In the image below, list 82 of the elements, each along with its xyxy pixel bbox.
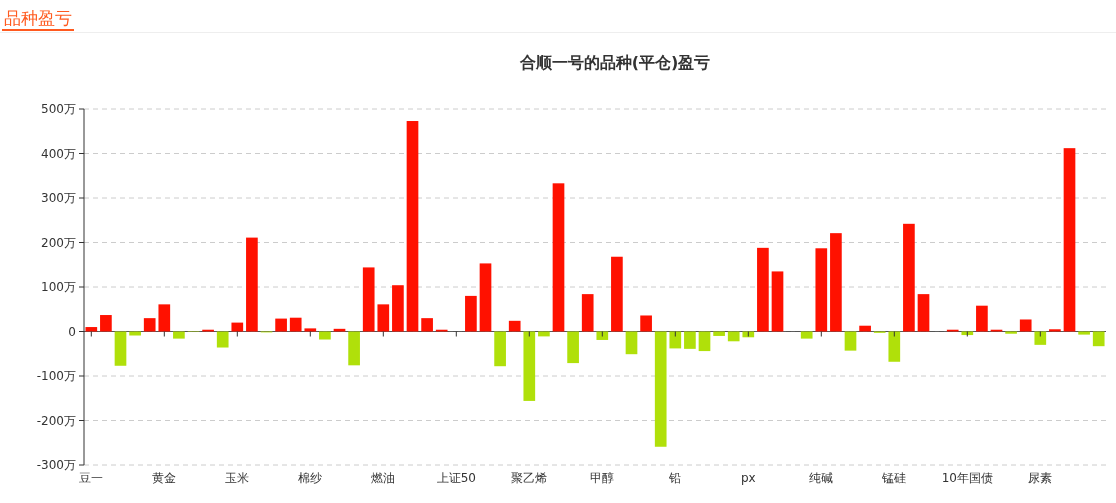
bar	[567, 331, 579, 364]
bar	[859, 325, 871, 332]
bar	[216, 331, 229, 348]
bar	[596, 331, 609, 340]
bar	[114, 331, 127, 366]
chart-title: 合顺一号的品种(平仓)盈亏	[518, 53, 711, 72]
bar	[640, 315, 652, 332]
bar	[173, 331, 185, 339]
bar	[465, 295, 477, 332]
y-tick-label: -300万	[36, 458, 76, 472]
x-tick-label: 纯碱	[809, 471, 834, 485]
bar	[1005, 331, 1017, 334]
bar	[844, 331, 857, 351]
bar	[698, 331, 711, 352]
bar	[1049, 329, 1061, 332]
x-tick-label: 棉纱	[298, 471, 323, 485]
bar	[333, 328, 346, 332]
bar	[304, 328, 317, 332]
x-tick-label: 燃油	[371, 471, 396, 485]
x-tick-label: px	[740, 471, 756, 485]
bar	[377, 304, 390, 332]
x-tick-label: 甲醇	[590, 471, 615, 485]
x-tick-label: 黄金	[152, 471, 177, 485]
bar	[494, 331, 506, 367]
bar	[100, 315, 112, 332]
x-tick-label: 豆一	[79, 471, 104, 485]
x-tick-label: 上证50	[436, 471, 476, 485]
bar	[392, 285, 404, 332]
x-tick-label: 玉米	[225, 471, 250, 485]
bar	[1063, 148, 1076, 332]
bar	[348, 331, 360, 366]
bar	[1092, 331, 1105, 347]
bar	[625, 331, 638, 355]
x-tick-label: 尿素	[1028, 471, 1053, 485]
bar	[830, 233, 842, 332]
x-tick-label: 铅	[668, 471, 682, 485]
bar	[654, 331, 667, 447]
bar	[143, 318, 156, 332]
bar	[319, 331, 331, 340]
bar	[158, 304, 171, 332]
bar	[552, 183, 565, 332]
bar	[1034, 331, 1047, 345]
y-tick-label: 400万	[41, 146, 76, 161]
x-tick-label: 聚乙烯	[511, 471, 548, 485]
bar	[1078, 331, 1090, 335]
bar	[523, 331, 536, 401]
y-tick-label: 500万	[41, 102, 76, 116]
bar	[903, 223, 915, 332]
x-tick-label: 10年国债	[941, 471, 993, 485]
bar	[888, 331, 901, 362]
bar	[976, 305, 988, 332]
y-tick-label: -100万	[36, 369, 76, 383]
bar	[479, 263, 492, 332]
text: 品种盈亏	[4, 8, 72, 28]
bar	[421, 318, 433, 332]
y-tick-label: -200万	[36, 413, 76, 428]
bar	[713, 331, 725, 336]
bar	[684, 331, 696, 349]
y-tick-label: 200万	[41, 235, 76, 250]
bar	[800, 331, 813, 339]
bar	[757, 247, 769, 332]
bar	[508, 320, 521, 332]
bar	[231, 322, 244, 332]
x-tick-label: 锰硅	[881, 471, 907, 485]
bar	[129, 331, 141, 336]
bar	[669, 331, 682, 349]
bar	[289, 317, 302, 332]
bar	[246, 237, 258, 332]
bar	[275, 318, 287, 332]
bar	[815, 248, 828, 332]
bar	[771, 271, 784, 332]
bar	[611, 256, 623, 332]
y-tick-label: 0	[68, 324, 76, 339]
bar	[85, 327, 98, 332]
bar	[917, 294, 930, 332]
bar	[1019, 319, 1032, 332]
y-tick-label: 300万	[41, 191, 76, 205]
bar	[406, 121, 419, 332]
bar	[581, 294, 594, 332]
bar	[362, 267, 375, 332]
bar	[727, 331, 740, 342]
y-tick-label: 100万	[41, 280, 76, 294]
